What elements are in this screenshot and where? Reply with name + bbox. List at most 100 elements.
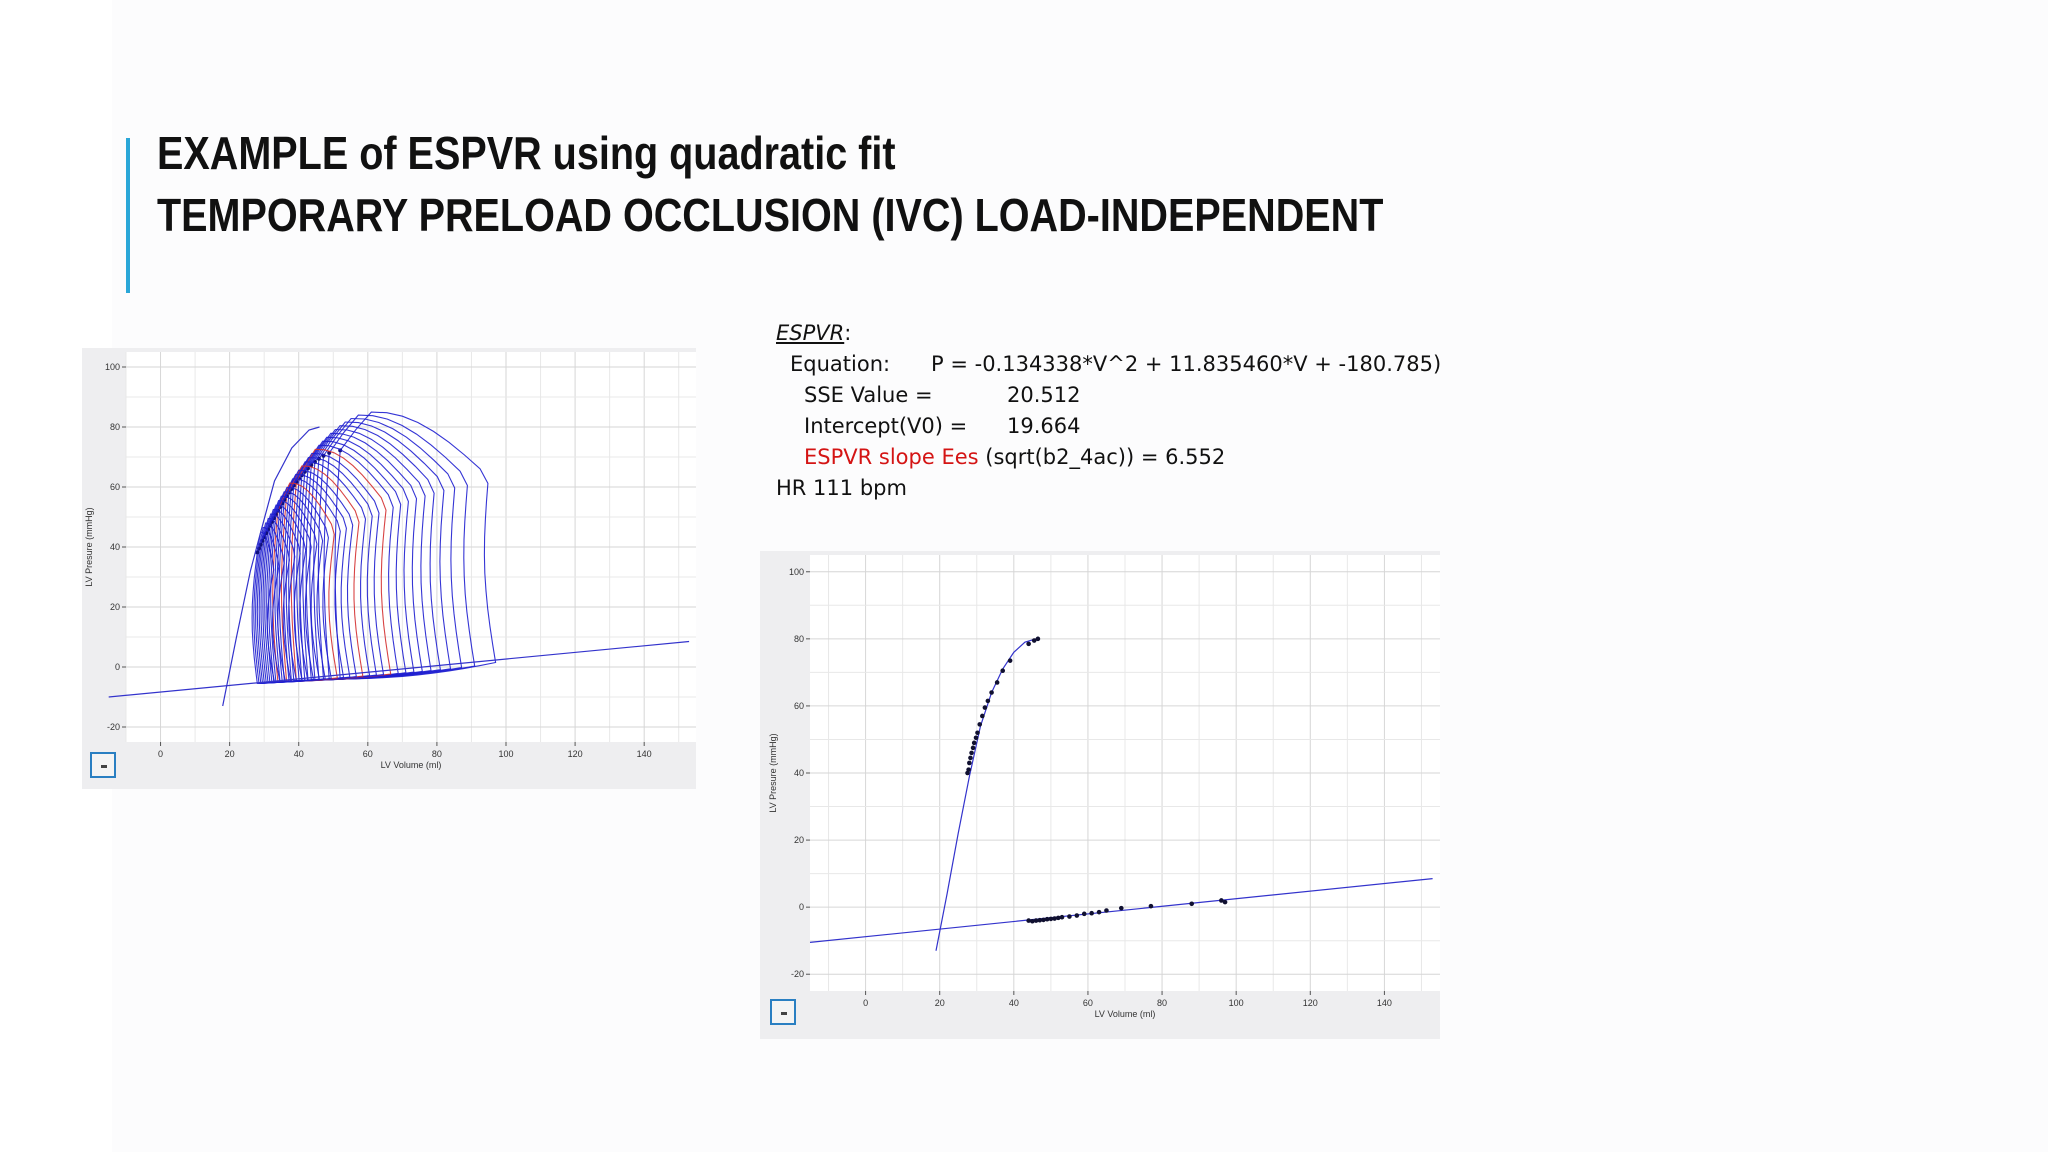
- y-tick-label: -20: [791, 969, 804, 979]
- end-systolic-point: [255, 550, 260, 555]
- x-tick-label: 140: [1377, 998, 1392, 1008]
- chart-options-button[interactable]: [770, 999, 796, 1025]
- x-tick-label: 20: [225, 749, 235, 759]
- x-tick-label: 100: [1229, 998, 1244, 1008]
- end-diastolic-point: [1033, 918, 1039, 923]
- end-diastolic-point: [1089, 910, 1094, 916]
- pv-loops-svg: 0 20 40 60 80 100 120 140 -20 0 20 40 60 80 100 LV Volu…: [84, 352, 696, 770]
- hr-row: HR 111 bpm: [776, 473, 1225, 504]
- espvr-heading: ESPVR: [776, 321, 845, 345]
- chart-options-button[interactable]: [90, 752, 116, 778]
- y-tick-label: 80: [110, 422, 120, 432]
- end-systolic-point: [975, 730, 980, 736]
- y-tick-label: 60: [794, 701, 804, 711]
- x-tick-label: 120: [1303, 998, 1318, 1008]
- x-tick-label: 100: [498, 749, 513, 759]
- end-systolic-point: [970, 745, 976, 751]
- end-systolic-point: [966, 767, 971, 772]
- y-axis-label: LV Presure (mmHg): [84, 507, 94, 586]
- end-systolic-point: [1026, 641, 1031, 647]
- heart-rate: HR 111 bpm: [776, 476, 907, 500]
- intercept-value: 19.664: [1007, 414, 1081, 438]
- y-tick-label: 80: [794, 634, 804, 644]
- x-axis-label: LV Volume (ml): [1095, 1009, 1156, 1019]
- title-line-1: EXAMPLE of ESPVR using quadratic fit: [157, 127, 896, 179]
- x-tick-label: 120: [568, 749, 583, 759]
- intercept-label: Intercept(V0) =: [804, 414, 968, 438]
- end-diastolic-point: [1059, 914, 1065, 920]
- x-tick-label: 80: [1157, 998, 1167, 1008]
- end-systolic-point: [973, 735, 979, 741]
- x-tick-label: 40: [294, 749, 304, 759]
- y-tick-label: 0: [799, 902, 804, 912]
- x-tick-label: 0: [863, 998, 868, 1008]
- end-diastolic-point: [1189, 901, 1195, 907]
- equation-value: P = -0.134338*V^2 + 11.835460*V + -180.7…: [931, 352, 1442, 376]
- end-systolic-point: [989, 690, 994, 695]
- intercept-row: Intercept(V0) = 19.664: [776, 411, 1225, 442]
- espvr-line: [222, 426, 320, 707]
- sse-value: 20.512: [1007, 383, 1081, 407]
- x-tick-label: 40: [1009, 998, 1019, 1008]
- end-diastolic-point: [1044, 916, 1050, 922]
- chart-options-icon: [101, 765, 107, 768]
- espvr-fit-chart: 0 20 40 60 80 100 120 140 -20 0 20 40 60 80 100 LV Volu…: [760, 551, 1440, 1039]
- end-systolic-point: [971, 740, 977, 746]
- title-accent-bar: [126, 138, 130, 293]
- slope-label: ESPVR slope Ees: [804, 445, 979, 469]
- end-diastolic-point: [1026, 918, 1031, 923]
- y-tick-label: 100: [105, 362, 120, 372]
- end-diastolic-point: [1096, 909, 1102, 915]
- x-tick-label: 0: [158, 749, 163, 759]
- end-diastolic-point: [1048, 916, 1054, 922]
- x-tick-label: 60: [1083, 998, 1093, 1008]
- chart-options-icon: [781, 1012, 787, 1015]
- end-systolic-point: [1000, 668, 1006, 674]
- equation-row: Equation: P = -0.134338*V^2 + 11.835460*…: [776, 349, 1441, 380]
- end-systolic-point: [994, 680, 1000, 685]
- espvr-heading-colon: :: [844, 321, 852, 345]
- end-diastolic-point: [1222, 899, 1228, 905]
- end-diastolic-point: [1118, 905, 1124, 911]
- end-diastolic-point: [1052, 916, 1057, 921]
- end-systolic-point: [968, 755, 973, 761]
- y-tick-label: 40: [110, 542, 120, 552]
- equation-label: Equation:: [790, 352, 891, 376]
- end-diastolic-point: [1030, 918, 1035, 924]
- x-tick-label: 20: [935, 998, 945, 1008]
- end-diastolic-point: [1104, 908, 1109, 913]
- end-systolic-point: [1031, 638, 1037, 643]
- x-tick-label: 140: [637, 749, 652, 759]
- end-diastolic-point: [1041, 917, 1046, 923]
- espvr-stats: ESPVR: Equation: P = -0.134338*V^2 + 11.…: [776, 318, 1441, 504]
- end-systolic-point: [980, 713, 985, 719]
- end-diastolic-point: [1074, 913, 1080, 918]
- y-tick-label: 100: [789, 567, 804, 577]
- pv-loops-chart: 0 20 40 60 80 100 120 140 -20 0 20 40 60 80 100 LV Volu…: [82, 348, 696, 789]
- edpvr-line: [108, 640, 690, 698]
- slope-formula: (sqrt(b2_4ac)) =: [985, 445, 1159, 469]
- y-tick-label: 40: [794, 768, 804, 778]
- end-diastolic-point: [1219, 898, 1224, 903]
- end-systolic-point: [977, 722, 983, 727]
- end-diastolic-point: [1081, 911, 1087, 917]
- end-diastolic-point: [1055, 915, 1061, 921]
- y-tick-label: 60: [110, 482, 120, 492]
- end-systolic-point: [982, 705, 988, 710]
- end-diastolic-point: [1067, 914, 1072, 919]
- edpvr-line: [809, 878, 1433, 943]
- y-tick-label: -20: [107, 722, 120, 732]
- end-systolic-point: [985, 698, 991, 704]
- end-systolic-point: [1007, 658, 1013, 663]
- espvr-fit-svg: 0 20 40 60 80 100 120 140 -20 0 20 40 60 80 100 LV Volu…: [768, 555, 1440, 1019]
- end-systolic-point: [1035, 636, 1041, 642]
- end-diastolic-point: [1037, 917, 1043, 923]
- end-systolic-point: [969, 750, 974, 756]
- sse-label: SSE Value =: [804, 383, 933, 407]
- end-systolic-point: [967, 760, 972, 766]
- y-tick-label: 20: [110, 602, 120, 612]
- y-tick-label: 20: [794, 835, 804, 845]
- y-axis-label: LV Presure (mmHg): [768, 733, 778, 812]
- title-line-2: TEMPORARY PRELOAD OCCLUSION (IVC) LOAD-I…: [157, 189, 1384, 241]
- x-tick-label: 60: [363, 749, 373, 759]
